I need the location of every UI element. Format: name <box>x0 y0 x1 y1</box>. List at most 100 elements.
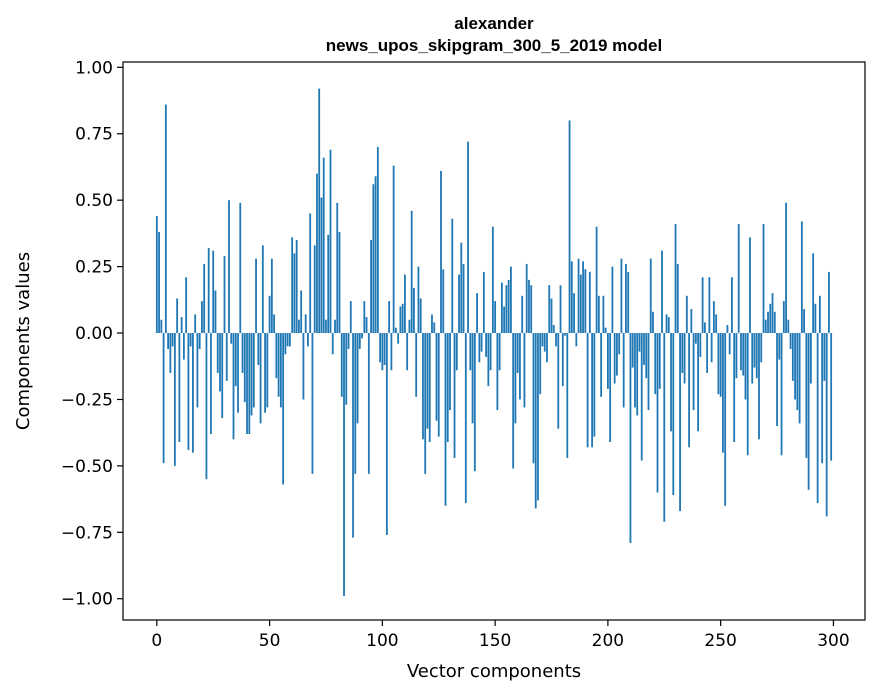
bar <box>446 333 449 442</box>
bar <box>796 333 799 411</box>
bar <box>255 258 257 334</box>
bar <box>552 325 555 334</box>
bar <box>548 285 551 334</box>
bar <box>327 234 330 334</box>
bar <box>764 319 767 334</box>
bar <box>809 333 812 384</box>
x-tick-label: 0 <box>151 631 162 651</box>
bar <box>234 333 237 387</box>
bar <box>735 333 738 379</box>
bar <box>749 237 751 334</box>
bar <box>264 333 266 413</box>
bar <box>230 333 233 344</box>
bar <box>771 293 774 334</box>
bar <box>273 314 275 334</box>
bar <box>336 202 339 334</box>
bar <box>374 176 377 334</box>
bar <box>600 333 603 397</box>
bar <box>397 333 400 344</box>
bar <box>223 255 226 334</box>
bar <box>674 224 677 334</box>
bar <box>737 224 740 334</box>
bar <box>340 333 343 397</box>
bar <box>282 333 285 485</box>
bar <box>694 333 697 344</box>
y-tick-label: 0.75 <box>75 125 113 145</box>
bar <box>316 173 318 334</box>
bar <box>307 333 309 347</box>
bar <box>164 104 167 334</box>
bar <box>239 202 242 334</box>
bar <box>663 333 666 522</box>
bar <box>812 253 815 334</box>
bar <box>627 271 630 334</box>
bar <box>178 333 181 442</box>
bar <box>469 333 472 371</box>
bar <box>370 240 372 334</box>
bar <box>487 333 490 387</box>
bar <box>401 303 404 334</box>
bar <box>171 333 174 347</box>
bar <box>385 333 388 535</box>
bar <box>491 226 494 334</box>
bar <box>462 263 465 334</box>
bar <box>667 317 670 334</box>
bar <box>573 293 575 334</box>
bar <box>476 293 478 334</box>
x-axis-label: Vector components <box>407 661 581 682</box>
x-tick-label: 150 <box>479 631 511 651</box>
bar <box>399 306 402 334</box>
bar <box>649 258 652 334</box>
bar <box>304 314 307 334</box>
bar <box>602 295 605 334</box>
bar <box>773 311 776 334</box>
y-tick-label: 0.50 <box>75 191 113 211</box>
bar <box>363 301 366 334</box>
bar <box>286 333 289 347</box>
bar <box>722 333 724 453</box>
bar <box>514 333 517 424</box>
bar <box>794 333 796 400</box>
bar <box>676 263 679 334</box>
bar <box>672 333 675 496</box>
bar <box>744 333 747 400</box>
bar <box>609 333 612 442</box>
chart-title: alexander <box>454 14 534 33</box>
bar <box>451 218 454 334</box>
y-tick-label: 0.00 <box>75 324 113 344</box>
bar <box>631 333 634 368</box>
bar <box>372 184 375 334</box>
bar <box>699 333 702 357</box>
bar <box>471 333 474 424</box>
bar <box>169 333 172 373</box>
bar <box>658 333 661 389</box>
x-tick-label: 250 <box>704 631 736 651</box>
bar <box>422 333 424 440</box>
bar <box>390 333 393 371</box>
bar <box>620 258 623 334</box>
y-axis: 1.00 0.75 0.50 0.25 0.00 −0.25 −0.50 −0.75 −1.00 <box>61 58 123 610</box>
bar <box>232 333 235 440</box>
bar <box>162 333 165 464</box>
bar <box>715 314 718 334</box>
bar <box>647 333 650 411</box>
bar <box>656 333 659 493</box>
bar <box>566 333 569 458</box>
bar <box>625 263 627 334</box>
plot-frame <box>122 61 866 621</box>
bar <box>252 333 255 408</box>
bar <box>331 333 334 355</box>
bar <box>708 277 711 334</box>
bar <box>453 333 456 458</box>
bar <box>194 314 197 334</box>
bar <box>219 333 221 392</box>
bar <box>207 248 210 334</box>
bar <box>800 221 803 334</box>
y-tick-label: −0.75 <box>61 523 113 543</box>
bar <box>593 333 596 437</box>
bar <box>807 333 810 490</box>
bar <box>320 197 323 334</box>
bar <box>692 333 695 411</box>
bar <box>318 88 321 334</box>
bar <box>559 285 562 334</box>
